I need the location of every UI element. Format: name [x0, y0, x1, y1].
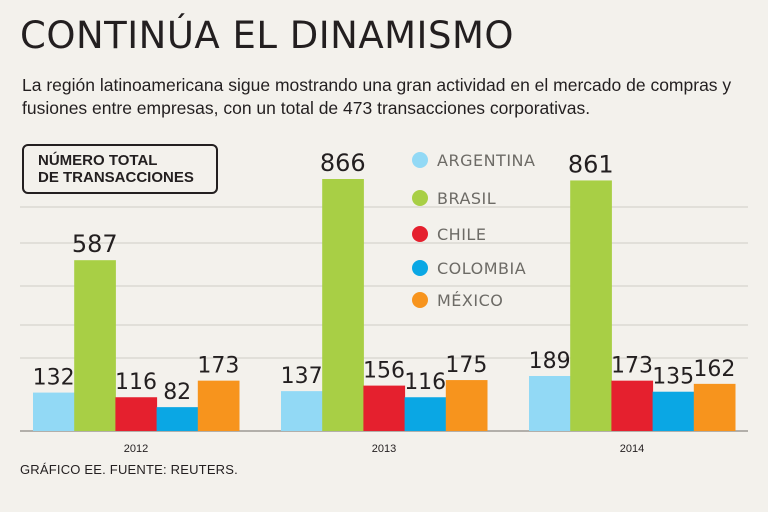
x-tick-label-2014: 2014: [620, 443, 644, 455]
legend-swatch-colombia: [412, 260, 428, 276]
data-label-chile-2012: 116: [115, 370, 157, 395]
data-label-mexico-2012: 173: [197, 354, 239, 379]
data-label-mexico-2013: 175: [445, 353, 487, 378]
badge-line-2: DE TRANSACCIONES: [38, 169, 194, 186]
data-label-colombia-2012: 82: [163, 380, 191, 405]
page-title: CONTINÚA EL DINAMISMO: [20, 14, 514, 57]
bar-chile-2014: [611, 380, 654, 431]
bar-mexico-2012: [197, 380, 240, 431]
bar-brasil-2012: [74, 260, 116, 431]
data-label-mexico-2014: 162: [693, 357, 735, 382]
data-label-brasil-2013: 866: [320, 149, 366, 177]
badge-line-1: NÚMERO TOTAL: [38, 152, 158, 169]
chart-title-badge: NÚMERO TOTAL DE TRANSACCIONES: [22, 144, 218, 194]
bar-argentina-2014: [529, 376, 571, 431]
legend-swatch-argentina: [412, 152, 428, 168]
legend-label-argentina: ARGENTINA: [437, 151, 535, 170]
data-label-argentina-2012: 132: [33, 366, 75, 391]
legend-label-mexico: MÉXICO: [437, 291, 503, 310]
data-label-brasil-2014: 861: [568, 150, 614, 178]
source-note: GRÁFICO EE. FUENTE: REUTERS.: [20, 462, 238, 477]
data-label-argentina-2014: 189: [529, 349, 571, 374]
data-label-chile-2014: 173: [611, 354, 653, 379]
bar-chile-2012: [115, 397, 158, 431]
bar-mexico-2014: [693, 383, 736, 431]
data-label-chile-2013: 156: [363, 359, 405, 384]
data-label-colombia-2014: 135: [652, 365, 694, 390]
bar-brasil-2013: [322, 179, 364, 431]
bar-mexico-2013: [445, 380, 488, 431]
page-subtitle: La región latinoamericana sigue mostrand…: [22, 75, 732, 118]
legend-swatch-chile: [412, 226, 428, 242]
bar-brasil-2014: [570, 180, 612, 431]
x-tick-label-2012: 2012: [124, 443, 148, 455]
legend-swatch-mexico: [412, 292, 428, 308]
bar-colombia-2014: [652, 391, 695, 431]
bar-argentina-2013: [281, 391, 323, 431]
bar-colombia-2013: [404, 397, 447, 431]
legend-label-chile: CHILE: [437, 225, 486, 244]
bar-argentina-2012: [33, 392, 75, 431]
legend-swatch-brasil: [412, 190, 428, 206]
data-label-argentina-2013: 137: [281, 364, 323, 389]
data-label-colombia-2013: 116: [404, 370, 446, 395]
legend-label-colombia: COLOMBIA: [437, 259, 526, 278]
x-tick-label-2013: 2013: [372, 443, 396, 455]
bar-chile-2013: [363, 385, 406, 431]
legend-label-brasil: BRASIL: [437, 189, 496, 208]
data-label-brasil-2012: 587: [72, 230, 118, 258]
bar-colombia-2012: [156, 407, 199, 431]
